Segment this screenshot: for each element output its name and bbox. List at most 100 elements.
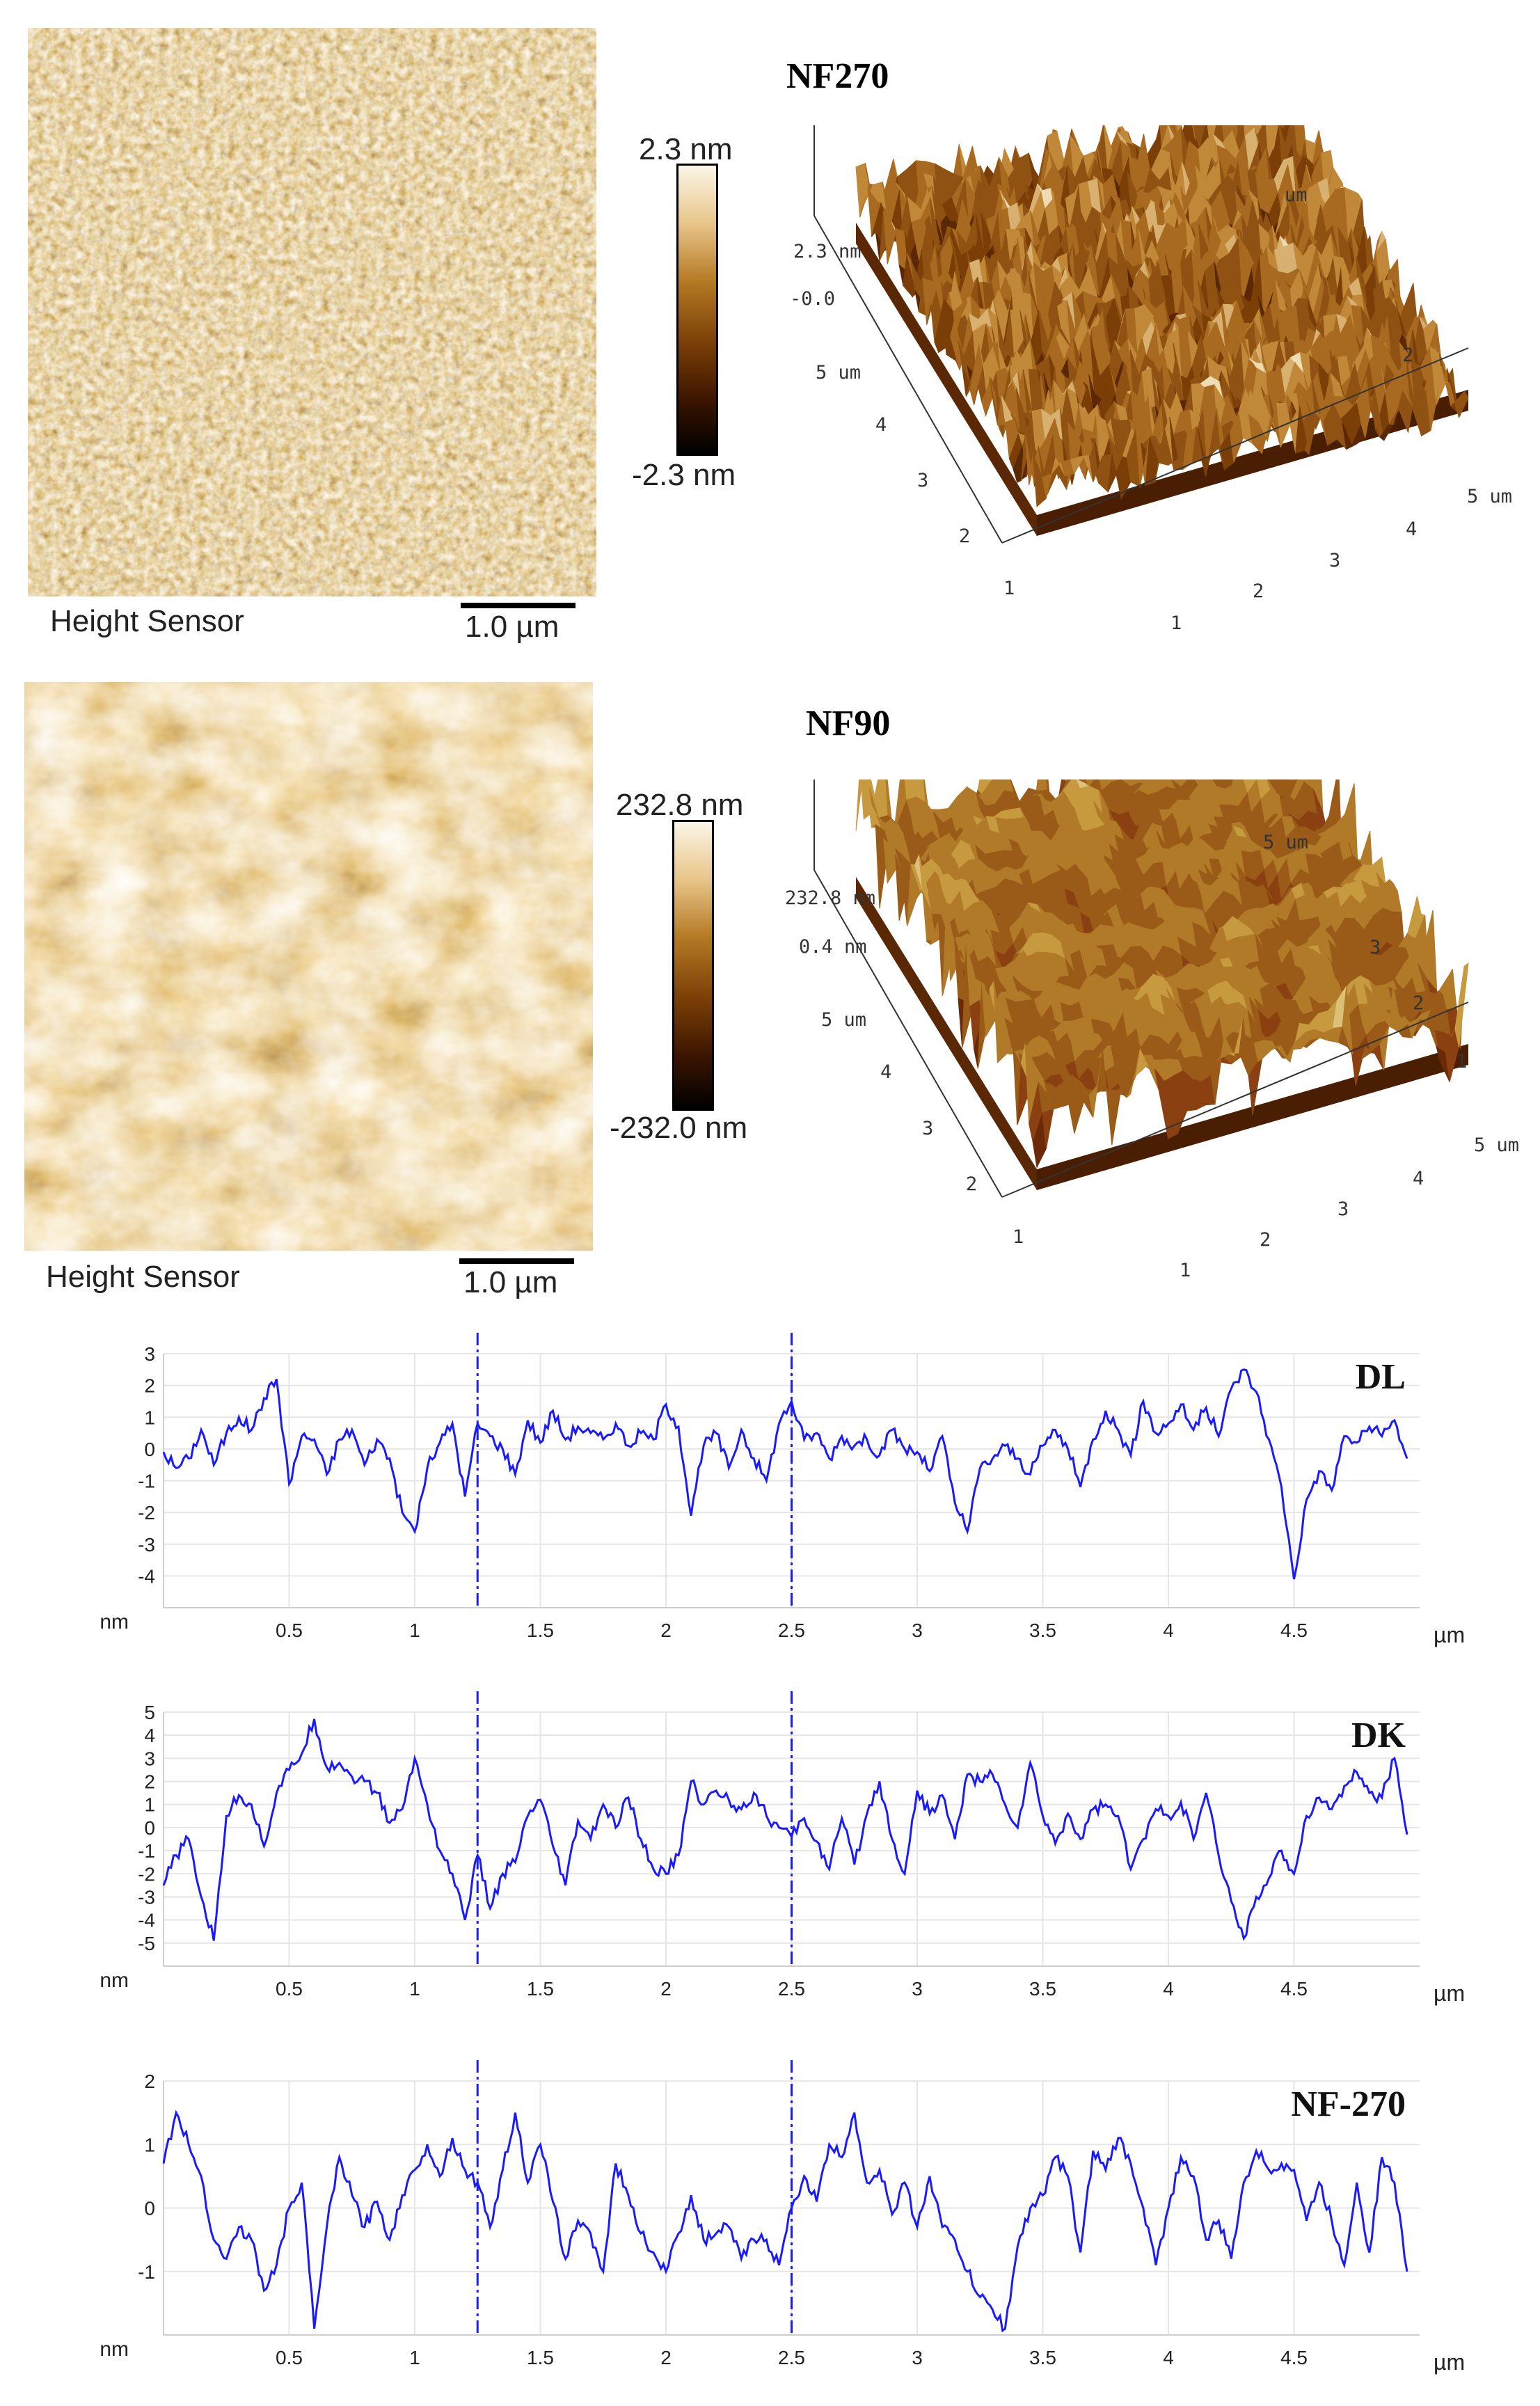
x-tick-label: 1.5 [527,1620,554,1641]
surface-back-tick: 3 [1370,937,1381,958]
x-tick-label: 3.5 [1029,1620,1056,1641]
x-axis-label: µm [1434,1981,1465,2006]
surface-back-tick: 1 [1456,1051,1468,1073]
x-tick-label: 1 [409,2347,420,2368]
y-axis-label: nm [100,1610,129,1633]
y-tick-label: 2 [144,2071,155,2092]
x-tick-label: 2 [660,2347,672,2368]
y-tick-label: -4 [138,1565,155,1587]
surface-back-tick: 2 [1402,345,1414,366]
afm-3d-surface-nf90 [813,779,1469,1198]
surface-y-axis-label: 5 um [816,362,862,383]
colorbar-min-label: -2.3 nm [632,458,736,492]
x-tick-label: 1 [409,1978,420,2000]
y-tick-label: 2 [144,1375,155,1397]
chart-title: DK [1351,1716,1406,1755]
surface-y-axis-label: 5 um [821,1009,867,1031]
chart-title: DL [1356,1357,1406,1397]
surface-z-max-label: 2.3 nm [793,241,862,262]
surface-z-max-label: 232.8 nm [785,887,876,909]
height-sensor-label: Height Sensor [46,1260,240,1294]
surface-y-tick: 3 [917,470,929,491]
surface-y-tick: 2 [966,1173,978,1195]
y-tick-label: -3 [138,1886,155,1908]
colorbar [676,164,718,456]
y-tick-label: 1 [144,2134,155,2155]
x-tick-label: 1 [409,1620,420,1641]
y-tick-label: 0 [144,1439,155,1460]
x-tick-label: 4.5 [1280,1978,1308,2000]
y-tick-label: -2 [138,1863,155,1885]
x-tick-label: 3 [912,1978,923,2000]
y-tick-label: 0 [144,1817,155,1839]
x-axis-label: µm [1434,2350,1465,2375]
y-tick-label: -2 [138,1502,155,1523]
surface-y-tick: 2 [959,525,971,547]
surface-back-tick: 2 [1413,992,1424,1014]
y-tick-label: -3 [138,1534,155,1556]
y-tick-label: 2 [144,1771,155,1793]
surface-y-tick: 1 [1003,578,1015,599]
x-tick-label: 2.5 [778,2347,805,2368]
y-tick-label: 4 [144,1725,155,1746]
x-tick-label: 4.5 [1280,1620,1308,1641]
surface-x-tick: 1 [1180,1260,1191,1281]
surface-z-mid-label: -0.0 [790,288,836,310]
x-tick-label: 0.5 [276,1620,303,1641]
x-tick-label: 0.5 [276,1978,303,2000]
surface-z-mid-label: 0.4 nm [799,936,867,958]
afm-3d-surface-nf270 [813,125,1469,544]
surface-y-tick: 1 [1013,1226,1024,1248]
x-tick-label: 1.5 [527,1978,554,2000]
y-tick-label: -5 [138,1933,155,1954]
surface-corner-label: um [1285,184,1308,206]
x-tick-label: 2.5 [778,1978,805,2000]
x-tick-label: 0.5 [276,2347,303,2368]
surface-x-tick: 4 [1413,1168,1424,1189]
scale-bar [461,603,575,608]
chart-title: NF-270 [1291,2084,1406,2124]
x-tick-label: 4.5 [1280,2347,1308,2368]
x-tick-label: 4 [1163,1620,1174,1641]
surface-y-tick: 3 [922,1118,934,1139]
x-tick-label: 3 [912,2347,923,2368]
surface-x-axis-label: 5 um [1467,486,1513,507]
height-sensor-label: Height Sensor [50,604,244,638]
surface-y-tick: 4 [880,1061,892,1083]
profile-series-line [162,1718,1408,1941]
y-tick-label: 0 [144,2198,155,2219]
x-axis-label: µm [1434,1622,1465,1647]
y-tick-label: 3 [144,1748,155,1769]
afm-height-image-nf270 [28,28,596,596]
x-tick-label: 2 [660,1978,672,2000]
surface-x-tick: 1 [1170,612,1182,634]
profile-series-line [162,2110,1408,2333]
y-tick-label: 1 [144,1407,155,1428]
y-axis-label: nm [100,1969,129,1992]
surface-x-tick: 3 [1337,1198,1349,1220]
y-tick-label: -1 [138,1471,155,1492]
scale-bar-label: 1.0 µm [463,1265,558,1299]
surface-y-tick: 4 [875,414,887,436]
scale-bar [459,1258,574,1264]
x-tick-label: 2.5 [778,1620,805,1641]
profile-series-line [162,1368,1408,1580]
x-tick-label: 3.5 [1029,1978,1056,2000]
afm-height-image-nf90 [24,682,593,1251]
surface-x-tick: 2 [1260,1229,1271,1251]
x-tick-label: 3.5 [1029,2347,1056,2368]
y-axis-label: nm [100,2338,129,2361]
surface-x-tick: 3 [1329,550,1341,571]
colorbar-max-label: 2.3 nm [639,132,733,166]
x-tick-label: 2 [660,1620,672,1641]
y-tick-label: 1 [144,1794,155,1816]
surface-x-axis-label: 5 um [1474,1134,1520,1156]
x-tick-label: 4 [1163,1978,1174,2000]
line-profile-dl: 3 2 1 0 -1 -2 -3 -4 0.5 1 1.5 2 2.5 3 3.5 4 4.5 nm µm DL [100,1333,1465,1647]
line-profile-nf-270: 2 1 0 -1 0.5 1 1.5 2 2.5 3 3.5 4 4.5 nm µm NF-270 [100,2060,1465,2375]
colorbar [672,820,714,1111]
colorbar-max-label: 232.8 nm [616,788,744,822]
y-tick-label: -1 [138,2261,155,2283]
y-tick-label: -1 [138,1840,155,1862]
x-tick-label: 1.5 [527,2347,554,2368]
